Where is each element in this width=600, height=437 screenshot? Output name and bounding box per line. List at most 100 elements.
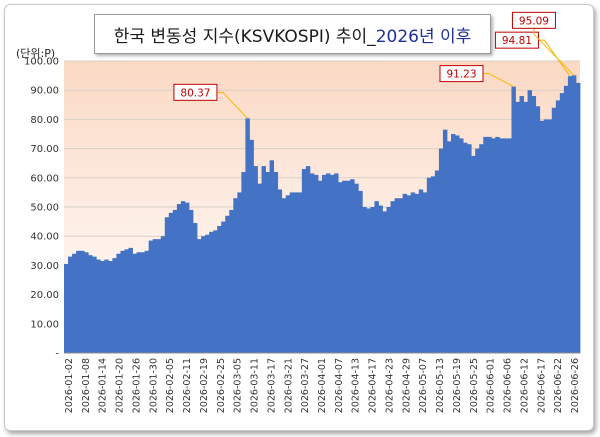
- data-bar: [152, 239, 158, 353]
- data-bar: [334, 173, 339, 353]
- data-bar: [160, 236, 166, 353]
- data-bar: [249, 139, 254, 353]
- callout-label: 80.37: [180, 87, 210, 99]
- x-tick-label: 2026-04-07: [334, 358, 345, 413]
- data-bar: [495, 136, 500, 353]
- data-bar: [471, 155, 476, 353]
- data-bar: [253, 166, 258, 353]
- data-bar: [201, 236, 206, 353]
- data-bar: [386, 207, 391, 353]
- y-axis: - 10.00 20.00 30.00 40.00 50.00 60.00 70.00 80.0…: [24, 57, 59, 360]
- annotations: 80.37 91.23 94.81 95.09: [173, 11, 575, 119]
- data-bar: [68, 256, 73, 353]
- x-tick-label: 2026-01-02: [64, 358, 75, 413]
- data-bar: [499, 138, 504, 353]
- x-tick-label: 2026-01-14: [98, 358, 109, 413]
- data-bar: [547, 119, 553, 354]
- data-bar: [148, 240, 154, 353]
- x-tick-label: 2026-06-26: [570, 358, 581, 413]
- x-tick-label: 2026-03-11: [250, 358, 261, 413]
- x-tick-label: 2026-05-07: [418, 358, 429, 413]
- x-tick-label: 2026-02-19: [199, 358, 210, 413]
- callout-box: [439, 65, 484, 83]
- x-tick-label: 2026-06-01: [486, 358, 497, 413]
- data-bar: [237, 192, 242, 353]
- data-bar: [451, 134, 456, 353]
- data-bar: [184, 202, 190, 353]
- data-bar: [297, 192, 303, 353]
- data-bar: [446, 141, 452, 353]
- y-tick-label: 30.00: [30, 261, 59, 272]
- data-bar: [188, 209, 194, 353]
- chart-title-highlight: 2026년 이후: [375, 26, 472, 47]
- data-bar: [76, 250, 81, 353]
- x-tick-label: 2026-04-17: [368, 358, 379, 413]
- callout-box: [511, 11, 556, 29]
- data-bar: [197, 239, 202, 353]
- x-tick-label: 2026-01-08: [81, 358, 92, 413]
- data-bar: [233, 198, 238, 353]
- data-bar: [289, 192, 295, 353]
- y-tick-label: 60.00: [30, 173, 59, 184]
- data-bar: [132, 253, 137, 353]
- data-bar: [156, 239, 162, 353]
- data-bar: [217, 225, 222, 353]
- data-bar: [398, 198, 404, 353]
- data-bar: [229, 209, 234, 353]
- data-bar: [330, 174, 335, 353]
- data-bar: [523, 101, 528, 353]
- data-bar: [438, 148, 444, 353]
- data-bar: [326, 173, 331, 353]
- data-bar: [281, 198, 287, 353]
- callout-leader: [482, 73, 514, 88]
- x-tick-label: 2026-03-27: [300, 358, 311, 413]
- data-bar: [277, 189, 283, 353]
- data-bar: [92, 256, 97, 353]
- data-bar: [180, 201, 186, 353]
- data-bar: [358, 190, 363, 353]
- data-bar: [257, 183, 262, 353]
- y-tick-label: 40.00: [30, 232, 59, 243]
- x-tick-label: 2026-04-13: [351, 358, 362, 413]
- data-bar: [382, 211, 387, 353]
- x-tick-label: 2026-05-13: [435, 358, 446, 413]
- data-bar: [370, 207, 375, 353]
- data-bar: [124, 249, 129, 353]
- x-tick-label: 2026-02-25: [216, 358, 227, 413]
- data-bar: [483, 136, 488, 353]
- data-bar: [322, 174, 327, 353]
- data-bar: [309, 173, 315, 353]
- data-bar: [136, 252, 141, 353]
- data-bar: [88, 255, 93, 353]
- data-bar: [539, 120, 545, 353]
- data-bar: [487, 136, 492, 353]
- callout-leader: [538, 39, 571, 77]
- x-tick-label: 2026-06-22: [553, 358, 564, 413]
- x-tick-label: 2026-05-25: [469, 358, 480, 413]
- data-bar: [116, 253, 121, 353]
- x-tick-label: 2026-02-05: [165, 358, 176, 413]
- data-bar: [535, 106, 541, 353]
- data-series: [64, 75, 581, 354]
- data-bar: [104, 259, 109, 353]
- data-bar: [434, 170, 440, 353]
- y-tick-label: 80.00: [30, 115, 59, 126]
- x-tick-label: 2026-01-26: [132, 358, 143, 413]
- x-tick-label: 2026-04-01: [317, 358, 328, 413]
- data-bar: [455, 135, 460, 353]
- data-bar: [140, 252, 146, 353]
- data-bar: [575, 82, 581, 354]
- data-bar: [422, 192, 428, 353]
- data-bar: [479, 144, 484, 353]
- data-bar: [317, 180, 323, 353]
- data-bar: [362, 207, 367, 353]
- y-tick-label: 70.00: [30, 144, 59, 155]
- data-bar: [527, 90, 533, 353]
- data-bar: [410, 192, 416, 353]
- data-bar: [563, 85, 569, 353]
- data-bar: [374, 201, 379, 353]
- data-bar: [269, 160, 275, 353]
- y-tick-label: 20.00: [30, 290, 59, 301]
- data-bar: [402, 193, 408, 353]
- data-bar: [213, 230, 218, 353]
